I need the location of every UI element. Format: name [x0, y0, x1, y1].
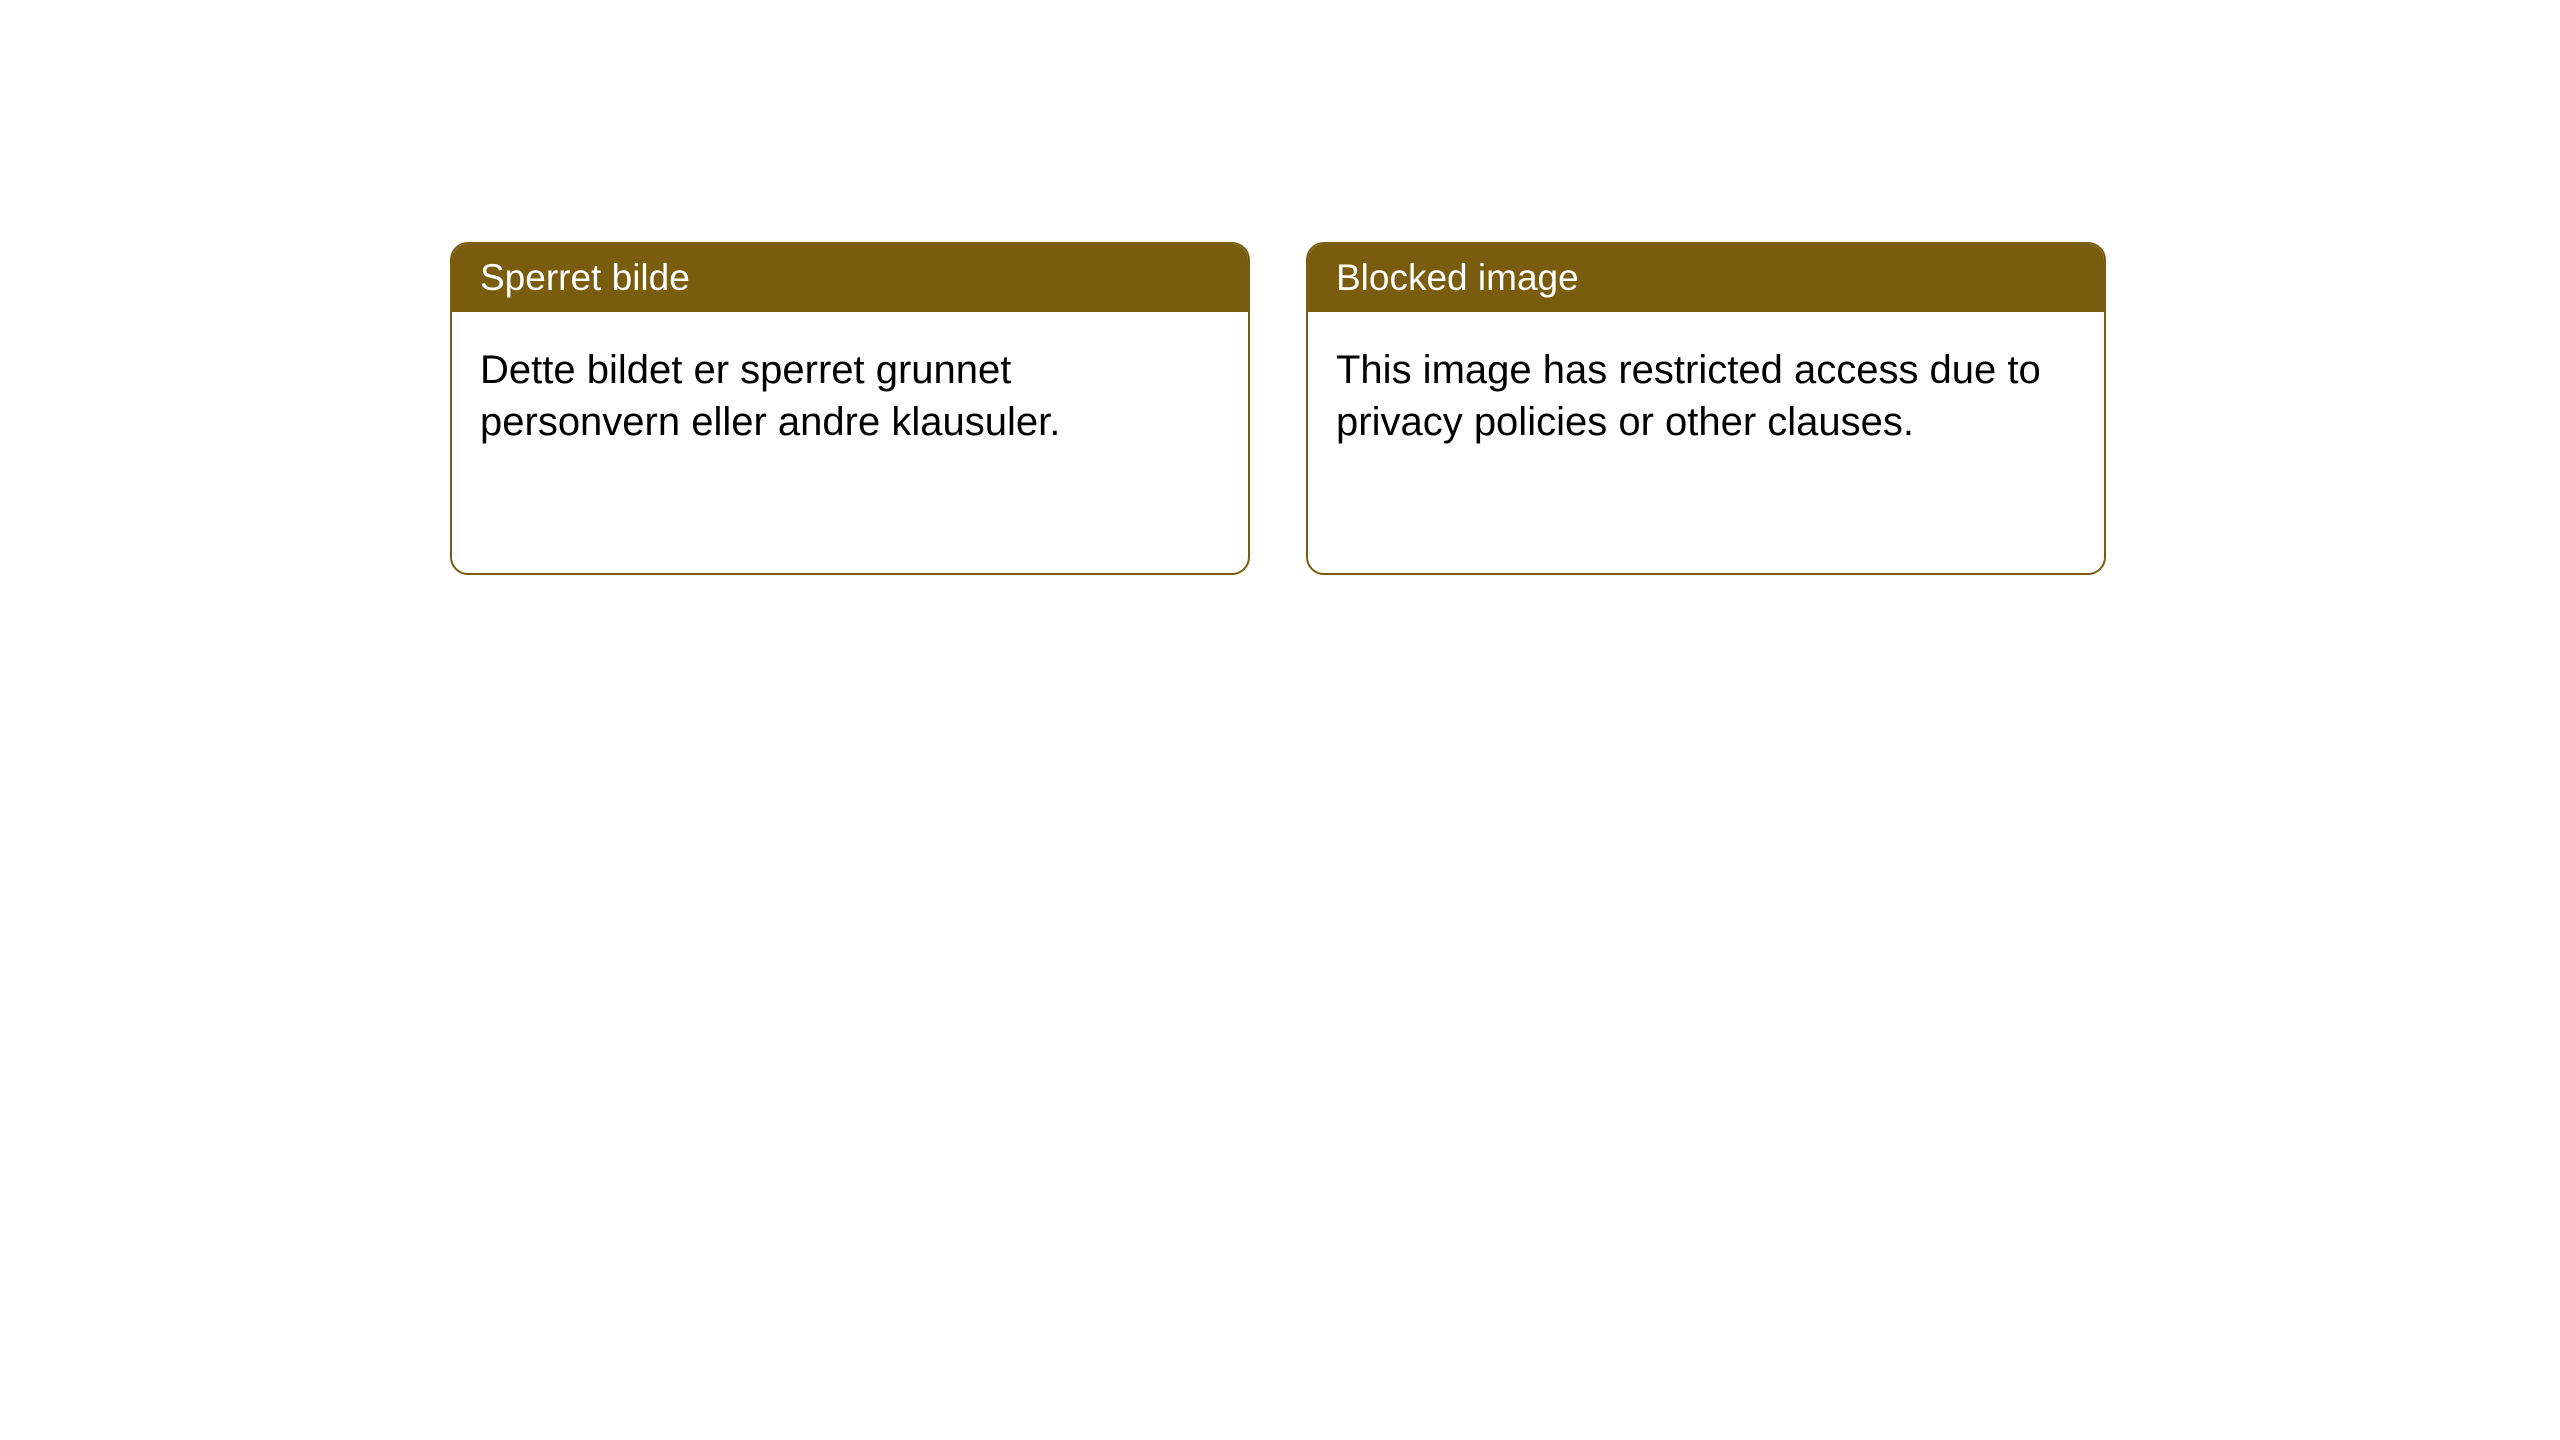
card-header-english: Blocked image: [1308, 244, 2104, 312]
blocked-image-card-english: Blocked image This image has restricted …: [1306, 242, 2106, 575]
card-body-english: This image has restricted access due to …: [1308, 312, 2104, 480]
cards-container: Sperret bilde Dette bildet er sperret gr…: [450, 242, 2106, 575]
blocked-image-card-norwegian: Sperret bilde Dette bildet er sperret gr…: [450, 242, 1250, 575]
card-body-norwegian: Dette bildet er sperret grunnet personve…: [452, 312, 1248, 480]
card-header-norwegian: Sperret bilde: [452, 244, 1248, 312]
